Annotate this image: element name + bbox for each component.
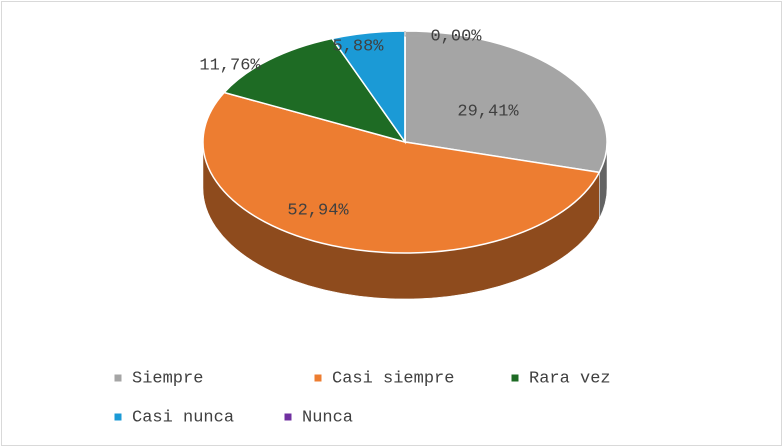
- legend-swatch: [511, 374, 519, 382]
- legend-label: Nunca: [302, 408, 353, 427]
- legend: Siempre Casi siempre Rara vez Casi nunca Nun…: [114, 369, 611, 427]
- pie-tops: [202, 30, 608, 254]
- data-label: 5,88%: [332, 37, 384, 56]
- pie-slice: [404, 30, 608, 174]
- legend-label: Siempre: [132, 369, 203, 388]
- data-label: 29,41%: [457, 102, 519, 121]
- pie-slice: [222, 37, 407, 144]
- data-labels: 29,41% 52,94% 11,76% 5,88% 0,00%: [199, 27, 519, 220]
- legend-label: Rara vez: [529, 369, 611, 388]
- legend-label: Casi nunca: [132, 408, 234, 427]
- data-label: 0,00%: [430, 27, 482, 46]
- legend-swatch: [114, 413, 122, 421]
- pie-slice: [202, 91, 601, 254]
- leader-line: [404, 31, 422, 37]
- data-label: 52,94%: [287, 201, 349, 220]
- data-label: 11,76%: [199, 56, 261, 75]
- legend-swatch: [114, 374, 122, 382]
- pie-sides: [202, 141, 608, 300]
- legend-swatch: [284, 413, 292, 421]
- legend-label: Casi siempre: [332, 369, 454, 388]
- legend-swatch: [314, 374, 322, 382]
